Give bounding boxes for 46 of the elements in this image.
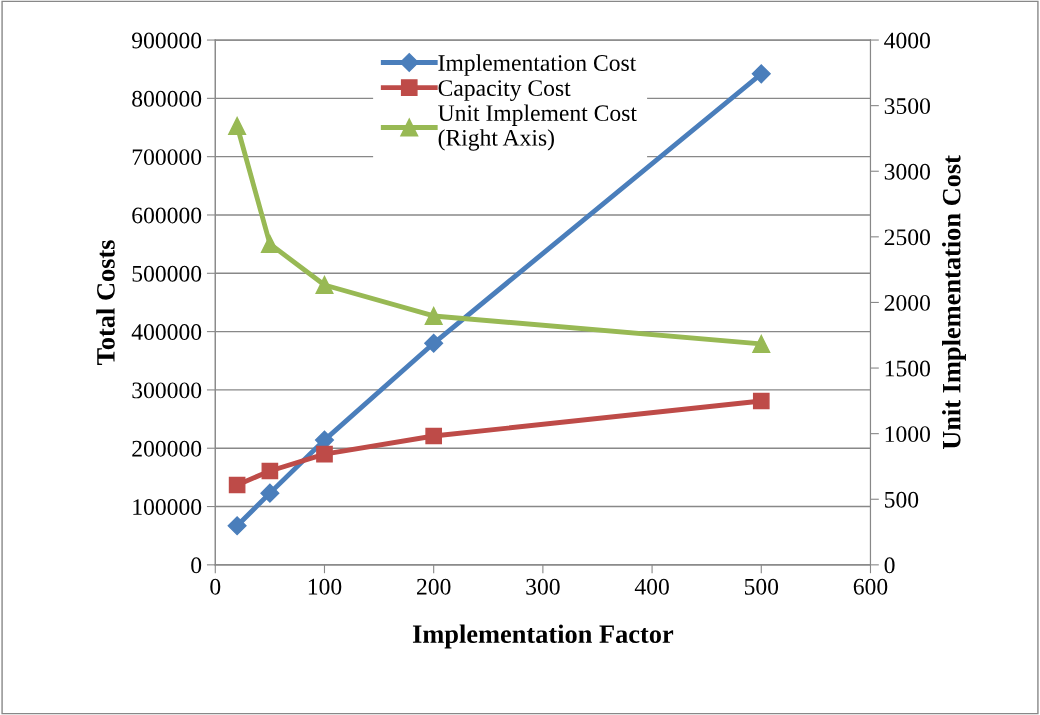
y-tick-label: 300000 [132,382,202,399]
y2-tick-label: 500 [885,491,919,508]
point [228,116,247,136]
y-tick-label: 500000 [132,265,202,282]
point [260,234,279,253]
point [261,462,279,480]
point [315,275,334,295]
point [316,445,333,463]
x-tick-label: 0 [210,578,221,595]
point [752,392,770,410]
y2-tick-label: 2500 [884,229,930,246]
x-tick-label: 200 [417,578,451,595]
y2-tick-label: 2000 [884,294,930,311]
y2-tick-label: 1500 [885,360,930,377]
point [424,306,443,325]
y2-axis-title: Unit Implementation Cost [942,155,966,450]
x-tick-label: 400 [634,578,669,595]
y2-tick-label: 1000 [885,426,930,443]
y-tick-label: 400000 [131,324,202,341]
point [752,334,771,353]
y-tick-label: 0 [191,557,202,574]
x-tick-label: 500 [744,578,779,595]
y-tick-label: 200000 [132,440,202,457]
point [425,427,443,445]
y-tick-label: 100000 [133,499,202,515]
point [228,476,246,494]
y-tick-label: 800000 [132,90,202,107]
point [227,516,247,536]
y-axis-title: Total Costs [96,240,115,365]
legend-label: Unit Implement Cost (Right Axis) [438,104,637,151]
x-axis-title: Implementation Factor [412,624,674,649]
y2-tick-label: 4000 [884,32,930,49]
y-tick-label: 700000 [132,149,202,166]
y2-tick-label: 3000 [884,163,930,180]
y2-tick-label: 0 [884,557,895,574]
point [260,483,280,503]
x-tick-label: 100 [308,578,342,595]
x-tick-label: 300 [526,578,560,595]
legend-label: Implementation Cost [438,54,637,76]
y2-tick-label: 3500 [884,98,930,115]
y-tick-label: 600000 [132,207,202,224]
legend-label: Capacity Cost [438,80,571,101]
y-tick-label: 900000 [132,32,202,49]
point [751,64,771,84]
point [424,333,444,353]
x-tick-label: 600 [853,578,888,595]
